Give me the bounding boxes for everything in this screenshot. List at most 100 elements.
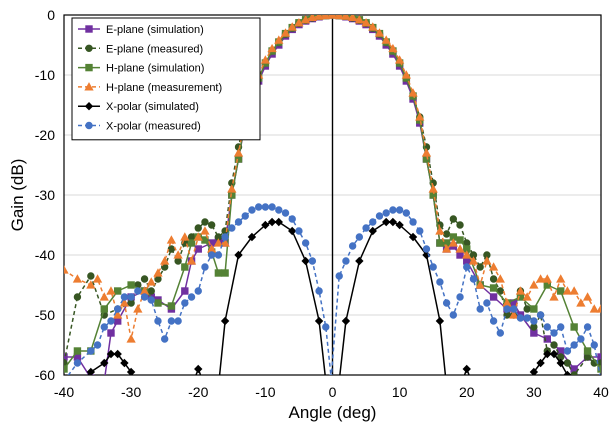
- data-point: [382, 217, 391, 227]
- data-point: [174, 317, 182, 325]
- data-point: [322, 323, 330, 331]
- y-tick-label: -10: [35, 67, 55, 83]
- data-point: [113, 310, 123, 319]
- data-point: [543, 323, 551, 331]
- data-point: [409, 218, 417, 226]
- data-point: [421, 148, 432, 157]
- data-point: [73, 347, 82, 355]
- data-point: [402, 209, 411, 217]
- y-tick-label: -60: [35, 367, 55, 383]
- data-point: [64, 365, 68, 373]
- data-point: [569, 286, 579, 295]
- y-tick-label: -30: [35, 187, 55, 203]
- data-point: [167, 245, 176, 253]
- data-point: [429, 263, 437, 271]
- data-point: [120, 293, 129, 301]
- legend-label: X-polar (measured): [106, 121, 201, 133]
- data-point: [563, 370, 572, 375]
- data-point: [153, 268, 163, 277]
- data-point: [462, 250, 472, 259]
- data-point: [100, 358, 109, 368]
- data-point: [214, 251, 223, 259]
- legend-item: X-polar (measured): [78, 121, 201, 133]
- data-point: [570, 341, 578, 349]
- data-point: [523, 305, 531, 313]
- data-point: [469, 275, 478, 283]
- data-point: [435, 316, 445, 326]
- plot-series: [64, 15, 601, 375]
- data-point: [435, 226, 445, 235]
- data-point: [374, 28, 385, 37]
- y-tick-label: 0: [47, 7, 55, 23]
- data-point: [114, 317, 122, 325]
- data-point: [220, 316, 230, 326]
- data-point: [449, 215, 458, 223]
- data-point: [510, 305, 518, 313]
- data-point: [134, 287, 142, 295]
- data-point: [408, 88, 418, 97]
- data-point: [147, 296, 155, 304]
- data-point: [181, 299, 189, 307]
- y-tick-label: -40: [35, 247, 55, 263]
- data-point: [247, 232, 257, 242]
- x-tick-label: 10: [392, 384, 408, 400]
- data-point: [468, 256, 479, 265]
- legend-swatch-marker: [85, 44, 93, 52]
- data-point: [428, 184, 438, 193]
- data-point: [388, 43, 398, 53]
- x-tick-label: -30: [121, 384, 141, 400]
- data-point: [441, 244, 452, 253]
- data-point: [248, 206, 256, 214]
- data-point: [463, 263, 471, 271]
- data-point: [113, 349, 122, 359]
- data-point: [114, 287, 122, 295]
- legend-label: H-plane (measurement): [106, 82, 222, 94]
- data-point: [597, 353, 601, 361]
- data-point: [549, 349, 559, 359]
- data-point: [221, 233, 229, 241]
- data-point: [261, 203, 270, 211]
- data-point: [550, 341, 558, 349]
- data-point: [213, 238, 224, 247]
- data-point: [348, 242, 357, 250]
- data-point: [267, 43, 277, 53]
- data-point: [515, 286, 526, 295]
- legend-swatch-marker: [84, 102, 94, 111]
- x-tick-label: -20: [188, 384, 208, 400]
- data-point: [583, 323, 592, 331]
- data-point: [146, 277, 156, 286]
- data-point: [368, 226, 377, 236]
- data-point: [181, 287, 189, 295]
- data-point: [496, 329, 505, 337]
- data-point: [73, 359, 82, 367]
- data-point: [140, 293, 149, 301]
- legend-swatch-marker: [85, 121, 93, 130]
- data-point: [582, 292, 593, 301]
- series-x-polar-simulated: [86, 217, 572, 375]
- data-point: [475, 280, 485, 289]
- data-point: [556, 358, 565, 368]
- legend-item: X-polar (simulated): [78, 101, 199, 113]
- data-point: [530, 305, 538, 313]
- data-point: [275, 206, 283, 214]
- data-point: [456, 293, 464, 301]
- legend-item: E-plane (simulation): [78, 24, 204, 36]
- data-point: [315, 287, 323, 295]
- data-point: [107, 317, 115, 325]
- data-point: [64, 265, 69, 274]
- x-tick-label: -40: [54, 384, 74, 400]
- series-h-plane-measurement: [64, 15, 601, 343]
- data-point: [228, 191, 236, 199]
- data-point: [495, 274, 505, 283]
- data-point: [261, 220, 270, 230]
- data-point: [72, 274, 83, 283]
- data-point: [133, 304, 143, 313]
- data-point: [416, 227, 424, 235]
- data-point: [563, 347, 572, 355]
- data-point: [200, 226, 210, 235]
- data-point: [127, 281, 135, 289]
- data-point: [234, 250, 243, 260]
- data-point: [92, 274, 103, 283]
- data-point: [381, 35, 391, 44]
